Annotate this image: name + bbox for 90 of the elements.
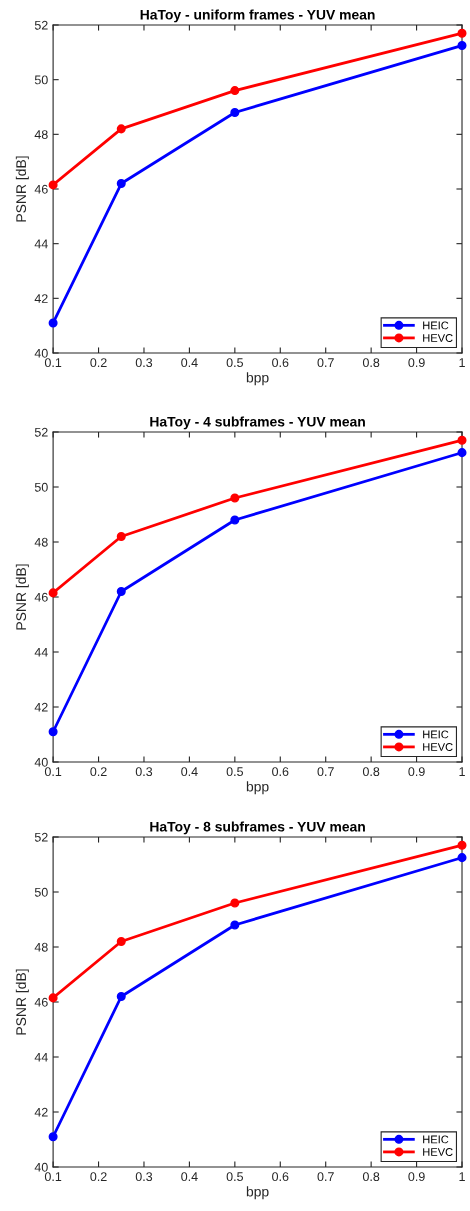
y-tick-label: 52 xyxy=(34,427,48,437)
x-tick-label: 0.8 xyxy=(362,358,380,368)
x-axis-title: bpp xyxy=(246,1186,269,1200)
point xyxy=(116,179,126,189)
y-tick-label: 48 xyxy=(34,537,48,547)
x-tick-label: 0.7 xyxy=(317,1172,334,1182)
x-tick-label: 0.9 xyxy=(408,1172,425,1182)
y-tick-label: 50 xyxy=(34,75,48,85)
y-axis-title: PSNR [dB] xyxy=(15,969,29,1035)
chart-title: HaToy - 8 subframes - YUV mean xyxy=(150,821,365,835)
x-tick-label: 0.6 xyxy=(272,767,289,777)
y-tick-label: 46 xyxy=(34,997,48,1007)
x-axis-title: bpp xyxy=(246,372,269,386)
y-tick-label: 48 xyxy=(34,130,48,139)
y-axis-title: PSNR [dB] xyxy=(15,564,29,630)
point xyxy=(457,40,467,51)
point xyxy=(457,28,467,38)
x-tick-label: 0.4 xyxy=(181,767,198,777)
chart-title: HaToy - 4 subframes - YUV mean xyxy=(150,416,365,430)
point xyxy=(457,435,467,445)
y-tick-label: 40 xyxy=(34,348,48,358)
y-tick-label: 44 xyxy=(34,239,48,249)
x-tick-label: 0.1 xyxy=(44,358,62,368)
x-tick-label: 0.3 xyxy=(135,1172,153,1182)
point xyxy=(457,840,467,850)
y-tick-label: 40 xyxy=(34,757,48,767)
point xyxy=(48,180,58,190)
x-tick-label: 0.2 xyxy=(90,358,107,368)
legend-label: HEVC xyxy=(423,743,453,751)
x-tick-label: 0.2 xyxy=(90,1172,107,1182)
x-tick-label: 1 xyxy=(459,358,465,367)
point xyxy=(116,124,126,134)
point xyxy=(48,588,58,598)
point xyxy=(230,515,240,525)
point xyxy=(116,936,126,947)
x-tick-label: 0.4 xyxy=(181,358,198,368)
chart-title: HaToy - uniform frames - YUV mean xyxy=(140,9,375,23)
x-tick-label: 0.5 xyxy=(226,767,244,777)
point xyxy=(457,853,467,863)
y-tick-label: 52 xyxy=(34,20,48,30)
x-tick-label: 0.9 xyxy=(408,358,425,368)
point xyxy=(116,586,126,597)
y-tick-label: 42 xyxy=(34,294,48,303)
y-axis-title: PSNR [dB] xyxy=(15,156,29,222)
x-tick-label: 0.7 xyxy=(317,767,334,777)
point xyxy=(230,86,240,96)
y-tick-label: 44 xyxy=(34,647,48,657)
x-tick-label: 0.1 xyxy=(44,1172,62,1182)
point xyxy=(48,993,58,1003)
legend-label: HEIC xyxy=(423,730,449,739)
point xyxy=(230,107,240,117)
x-tick-label: 0.3 xyxy=(135,767,153,777)
point xyxy=(230,920,240,930)
point xyxy=(48,1132,58,1142)
x-tick-label: 0.2 xyxy=(90,767,107,777)
x-tick-label: 0.1 xyxy=(44,767,62,777)
y-tick-label: 46 xyxy=(34,184,48,194)
y-tick-label: 44 xyxy=(34,1052,48,1062)
y-tick-label: 48 xyxy=(34,942,48,952)
y-tick-label: 46 xyxy=(34,592,48,602)
x-tick-label: 0.6 xyxy=(272,1172,289,1182)
y-tick-label: 42 xyxy=(34,1107,48,1117)
point xyxy=(48,727,58,737)
y-tick-label: 50 xyxy=(34,887,48,897)
x-tick-label: 0.8 xyxy=(362,767,380,777)
point xyxy=(457,448,467,458)
x-tick-label: 0.5 xyxy=(226,358,244,368)
x-axis-title: bpp xyxy=(246,781,269,795)
point xyxy=(116,531,126,542)
x-tick-label: 0.3 xyxy=(135,358,153,368)
x-tick-label: 0.8 xyxy=(362,1172,380,1182)
point xyxy=(116,991,126,1002)
y-tick-label: 40 xyxy=(34,1162,48,1172)
legend-label: HEIC xyxy=(423,321,449,330)
point xyxy=(48,318,58,328)
point xyxy=(230,493,240,503)
x-tick-label: 0.9 xyxy=(408,767,425,777)
legend-label: HEVC xyxy=(423,1148,453,1156)
point xyxy=(230,898,240,908)
y-tick-label: 50 xyxy=(34,482,48,492)
x-tick-label: 0.4 xyxy=(181,1172,198,1182)
x-tick-label: 0.5 xyxy=(226,1172,244,1182)
legend-label: HEIC xyxy=(423,1135,449,1144)
x-tick-label: 0.7 xyxy=(317,358,334,368)
y-tick-label: 52 xyxy=(34,832,48,842)
y-tick-label: 42 xyxy=(34,702,48,712)
x-tick-label: 1 xyxy=(459,1172,465,1181)
x-tick-label: 0.6 xyxy=(272,358,289,368)
legend-label: HEVC xyxy=(423,334,453,342)
x-tick-label: 1 xyxy=(459,767,465,776)
